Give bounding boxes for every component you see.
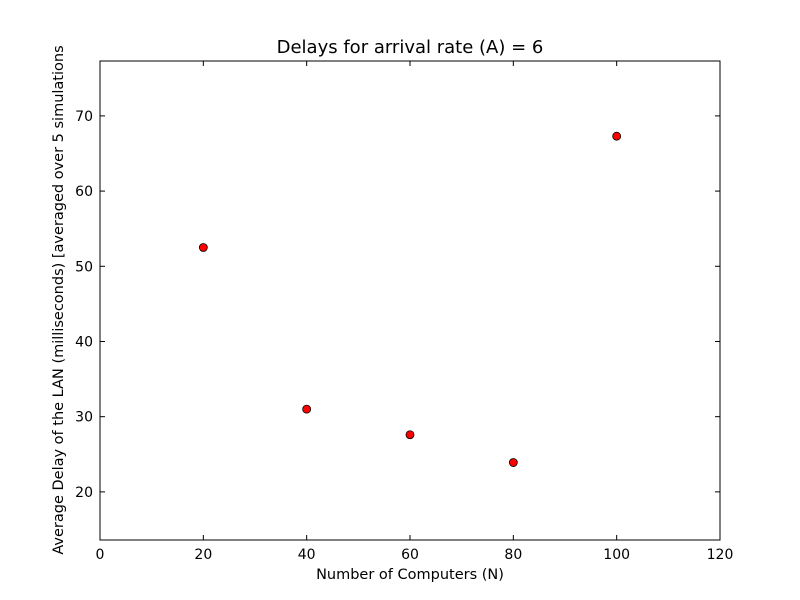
y-axis-title: Average Delay of the LAN (milliseconds) … [51,45,67,554]
plot-area-frame [99,60,721,541]
data-point [612,131,622,141]
x-tick-label: 60 [401,547,419,563]
x-tick-label: 100 [603,547,630,563]
data-points [198,131,622,467]
chart-title: Delays for arrival rate (A) = 6 [277,37,544,58]
y-axis-ticks: 20 30 40 50 60 70 [75,109,720,501]
y-tick-label: 50 [75,259,93,275]
x-tick-label: 120 [707,547,734,563]
y-tick-label: 40 [75,334,93,350]
x-tick-label: 80 [504,547,522,563]
x-tick-label: 0 [96,547,105,563]
x-tick-label: 20 [194,547,212,563]
y-tick-label: 60 [75,184,93,200]
y-tick-label: 30 [75,410,93,426]
data-point [405,430,415,440]
x-axis-ticks: 0 20 40 60 80 100 120 [96,61,734,563]
data-point [508,458,518,467]
data-point [302,404,312,414]
x-axis-title: Number of Computers (N) [316,567,504,583]
data-point [198,243,208,252]
y-tick-label: 20 [75,485,93,501]
x-tick-label: 40 [298,547,316,563]
y-tick-label: 70 [75,109,93,125]
